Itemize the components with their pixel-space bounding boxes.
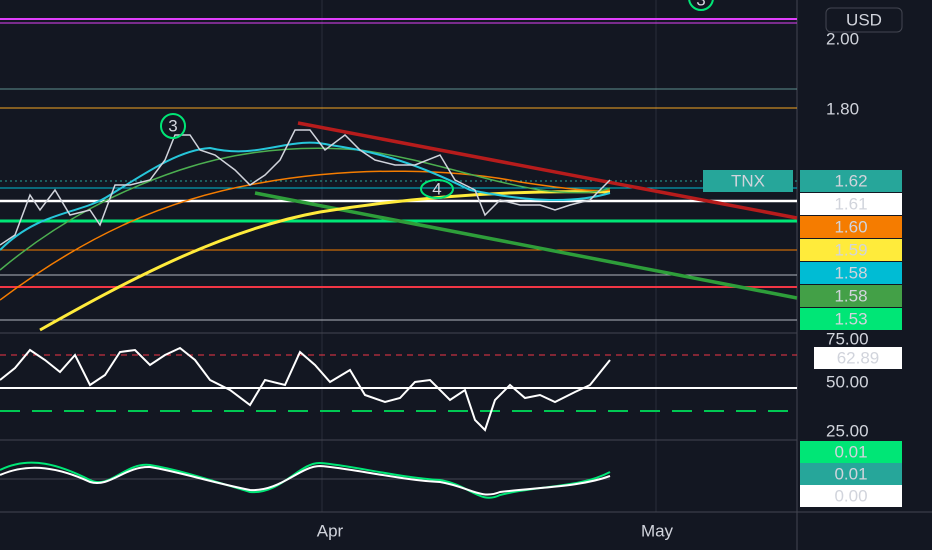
- moving-average: [39, 190, 611, 332]
- currency[interactable]: USD: [846, 10, 882, 29]
- wave-marker: 3: [168, 116, 177, 135]
- marker-circle: [688, 0, 714, 11]
- horizontal-levels: [0, 18, 798, 499]
- price-badge-label: 1.58: [834, 286, 867, 305]
- rsi-badge: [814, 347, 902, 369]
- wave-marker: 3: [696, 0, 705, 9]
- price-badge-label: 1.61: [834, 194, 867, 213]
- y-tick-label: 1.80: [826, 99, 859, 118]
- price-badge-label: 1.60: [834, 217, 867, 236]
- price-badge-label: 1.62: [834, 171, 867, 190]
- labels: 3 3 4 USD TNX 2.00 1.80 1.62 1.61 1.60 1.59 1.…: [160, 0, 903, 540]
- rsi-tick-label: 25.00: [826, 421, 869, 440]
- price-badge: [800, 441, 902, 463]
- price-badge: [800, 239, 902, 261]
- y-tick-label: 2.00: [826, 29, 859, 48]
- price-badge-label: 1.53: [834, 309, 867, 328]
- trend-line: [297, 121, 798, 220]
- price-badge: [800, 262, 902, 284]
- price-badge-label: 0.01: [834, 442, 867, 461]
- moving-average: [0, 141, 611, 251]
- price-badge-label: 1.59: [834, 240, 867, 259]
- trend-line: [254, 191, 798, 300]
- price-badge: [800, 463, 902, 485]
- wave-marker: 4: [432, 179, 441, 198]
- time-label: Apr: [317, 521, 344, 540]
- marker-circle: [420, 179, 454, 199]
- price-badge-label: 1.58: [834, 263, 867, 282]
- currency-button[interactable]: [825, 7, 903, 33]
- price-badge-label: 0.01: [834, 464, 867, 483]
- price-badge: [800, 285, 902, 307]
- rsi-tick-label: 75.00: [826, 329, 869, 348]
- symbol: TNX: [731, 171, 765, 190]
- rsi-badge-label: 62.89: [837, 348, 880, 367]
- symbol-badge: [703, 170, 793, 192]
- moving-average: [0, 170, 611, 301]
- moving-average: [0, 147, 611, 271]
- price-candles: [0, 129, 611, 246]
- price-badge: [800, 170, 902, 192]
- rsi-tick-label: 50.00: [826, 372, 869, 391]
- macd-line: [0, 464, 611, 496]
- macd-signal: [0, 461, 611, 499]
- rsi-line: [0, 346, 611, 432]
- marker-circle: [160, 113, 186, 139]
- price-badge: [800, 308, 902, 330]
- price-badge: [800, 193, 902, 215]
- price-badge: [800, 485, 902, 507]
- price-badge-label: 0.00: [834, 486, 867, 505]
- price-badge: [800, 216, 902, 238]
- time-label: May: [641, 521, 674, 540]
